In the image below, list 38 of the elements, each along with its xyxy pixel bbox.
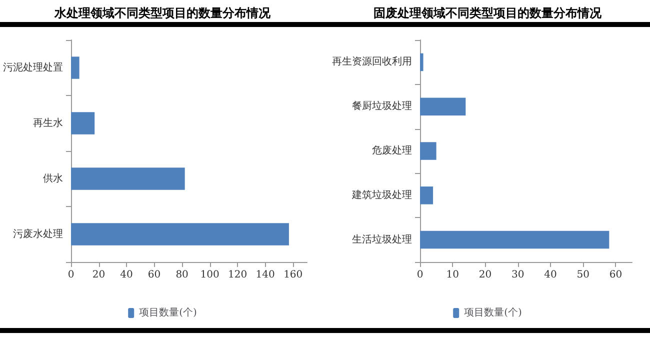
- legend-label: 项目数量(个): [464, 306, 522, 318]
- bar: [71, 112, 95, 134]
- y-tick-label: 危废处理: [372, 144, 412, 156]
- y-tick-label: 污泥处理处置: [3, 61, 63, 74]
- x-tick-label: 0: [68, 270, 74, 280]
- bar: [420, 230, 610, 249]
- x-tick-label: 160: [284, 270, 303, 280]
- x-tick-label: 10: [446, 270, 459, 280]
- bar: [420, 53, 424, 72]
- chart-title: 固废处理领域不同类型项目的数量分布情况: [374, 6, 602, 20]
- x-tick-label: 40: [120, 270, 133, 280]
- x-tick-label: 60: [148, 270, 161, 280]
- legend-label: 项目数量(个): [139, 306, 197, 318]
- y-tick-label: 生活垃圾处理: [352, 233, 412, 246]
- y-tick-label: 供水: [43, 172, 63, 184]
- bar: [420, 186, 434, 204]
- y-tick-label: 污废水处理: [13, 228, 63, 240]
- x-tick-label: 50: [576, 270, 590, 280]
- x-tick-label: 80: [176, 270, 188, 280]
- bar: [71, 223, 289, 246]
- x-tick-label: 20: [478, 270, 492, 280]
- x-tick-label: 40: [544, 270, 557, 280]
- x-tick-label: 60: [609, 270, 622, 280]
- x-tick-label: 120: [228, 270, 248, 280]
- x-tick-label: 20: [92, 270, 106, 280]
- chart-title: 水处理领域不同类型项目的数量分布情况: [54, 6, 272, 20]
- x-tick-label: 0: [416, 270, 424, 280]
- x-tick-label: 30: [511, 270, 524, 280]
- bar: [420, 142, 436, 160]
- bar: [71, 56, 80, 79]
- y-tick-label: 餐厨垃圾处理: [352, 100, 412, 112]
- bar: [420, 98, 466, 116]
- x-tick-label: 100: [200, 270, 220, 280]
- bar: [71, 168, 185, 190]
- y-tick-label: 建筑垃圾处理: [351, 188, 412, 201]
- x-tick-label: 140: [256, 270, 275, 280]
- y-tick-label: 再生水: [33, 116, 63, 129]
- y-tick-label: 再生资源回收利用: [332, 56, 412, 68]
